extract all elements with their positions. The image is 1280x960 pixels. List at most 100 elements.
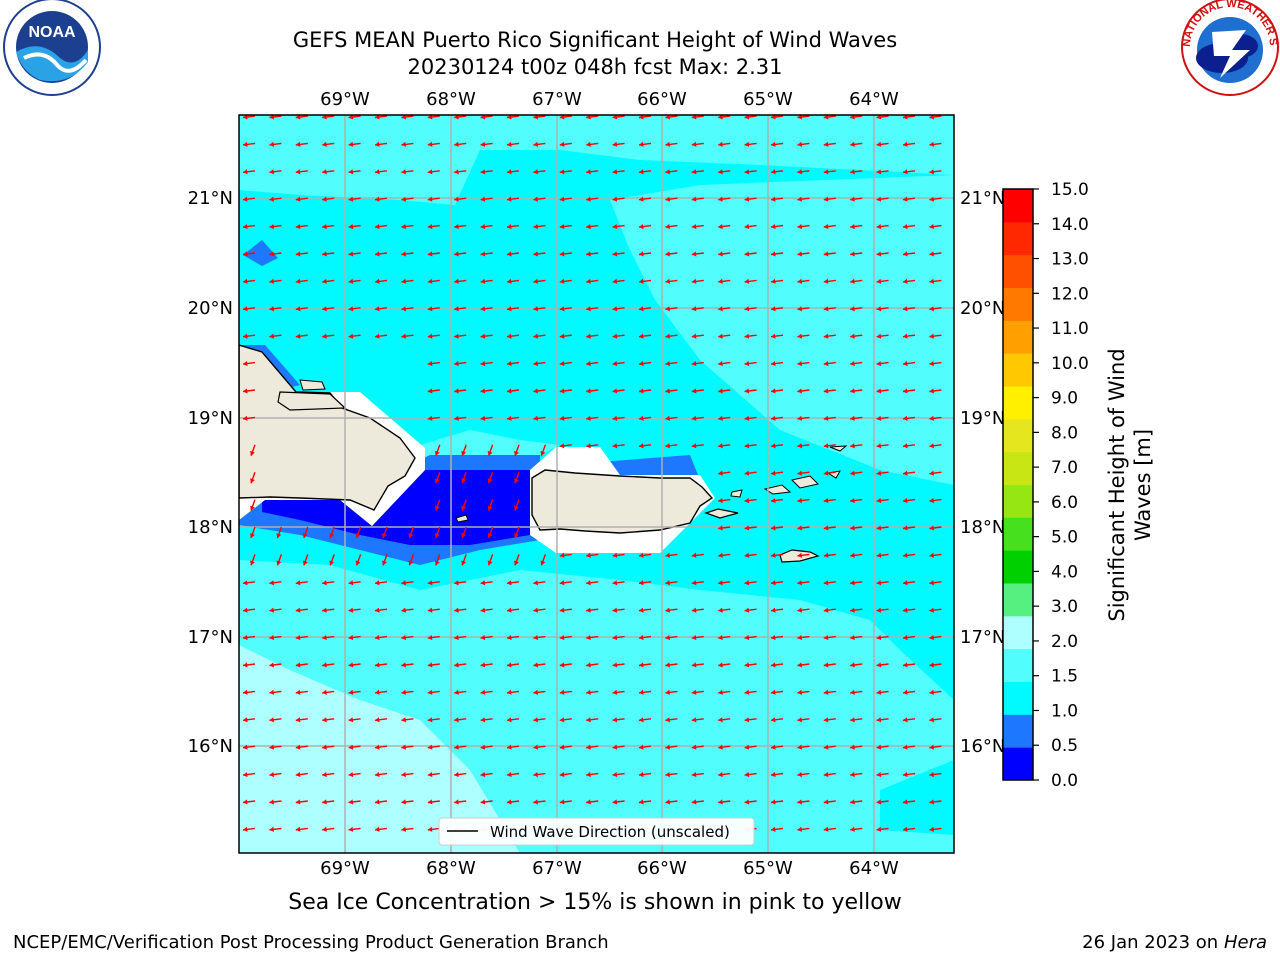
wave-arrowhead bbox=[586, 689, 591, 695]
wave-arrowhead bbox=[665, 361, 670, 367]
wave-arrowhead bbox=[823, 443, 829, 449]
wave-arrowhead bbox=[612, 169, 618, 175]
wave-arrowhead bbox=[850, 306, 855, 312]
wave-arrowhead bbox=[850, 607, 855, 613]
wave-arrowhead bbox=[375, 717, 380, 723]
wave-arrowhead bbox=[507, 141, 512, 147]
wave-arrowhead bbox=[797, 498, 802, 504]
chart-title: GEFS MEAN Puerto Rico Significant Height… bbox=[292, 28, 898, 52]
wave-arrowhead bbox=[639, 689, 644, 695]
wave-arrowhead bbox=[586, 388, 591, 394]
wave-arrowhead bbox=[929, 443, 934, 449]
wave-arrowhead bbox=[691, 115, 697, 120]
wave-arrowhead bbox=[348, 169, 354, 175]
wave-arrowhead bbox=[269, 799, 274, 805]
wave-arrowhead bbox=[612, 278, 618, 284]
wave-arrowhead bbox=[559, 169, 565, 175]
wave-arrowhead bbox=[269, 115, 274, 120]
wave-arrowhead bbox=[639, 799, 644, 805]
wave-arrowhead bbox=[876, 799, 882, 805]
wave-arrowhead bbox=[586, 717, 591, 723]
wave-arrowhead bbox=[876, 525, 882, 531]
wave-arrowhead bbox=[322, 772, 327, 778]
wave-arrowhead bbox=[876, 552, 882, 558]
wave-arrowhead bbox=[903, 361, 908, 367]
wave-arrowhead bbox=[612, 141, 618, 147]
wave-arrowhead bbox=[876, 333, 882, 339]
colorbar-tick-label: 9.0 bbox=[1051, 389, 1078, 409]
wave-arrowhead bbox=[434, 505, 440, 511]
wave-arrowhead bbox=[929, 415, 934, 421]
wave-arrowhead bbox=[876, 251, 882, 257]
wave-arrowhead bbox=[427, 580, 433, 586]
wave-arrowhead bbox=[744, 415, 750, 421]
colorbar-swatch bbox=[1003, 484, 1033, 518]
wave-arrowhead bbox=[559, 278, 565, 284]
colorbar-tick-label: 13.0 bbox=[1051, 250, 1089, 270]
wave-arrowhead bbox=[876, 141, 882, 147]
wave-arrowhead bbox=[269, 607, 274, 613]
wave-arrowhead bbox=[718, 552, 723, 558]
wave-arrowhead bbox=[691, 635, 697, 641]
wave-arrowhead bbox=[586, 115, 591, 120]
wave-arrowhead bbox=[295, 744, 301, 750]
wave-arrowhead bbox=[348, 196, 354, 202]
wave-arrowhead bbox=[295, 607, 301, 613]
wave-arrowhead bbox=[243, 388, 248, 394]
wave-arrowhead bbox=[771, 388, 776, 394]
wave-arrowhead bbox=[771, 443, 776, 449]
wave-arrowhead bbox=[295, 141, 301, 147]
wave-arrowhead bbox=[797, 224, 802, 230]
wave-arrowhead bbox=[903, 799, 908, 805]
wave-arrowhead bbox=[454, 333, 459, 339]
wave-arrowhead bbox=[243, 580, 248, 586]
wave-arrowhead bbox=[850, 278, 855, 284]
wave-arrowhead bbox=[691, 772, 697, 778]
wave-arrowhead bbox=[850, 415, 855, 421]
wave-arrowhead bbox=[322, 826, 327, 832]
wave-arrowhead bbox=[744, 607, 750, 613]
wave-arrowhead bbox=[586, 552, 591, 558]
wave-arrowhead bbox=[243, 361, 248, 367]
wave-arrowhead bbox=[480, 388, 486, 394]
wave-arrowhead bbox=[797, 470, 802, 476]
wave-arrowhead bbox=[639, 115, 644, 120]
wave-arrowhead bbox=[269, 141, 274, 147]
wave-arrowhead bbox=[427, 333, 433, 339]
wave-arrowhead bbox=[718, 169, 723, 175]
wave-arrowhead bbox=[586, 580, 591, 586]
wave-arrowhead bbox=[718, 141, 723, 147]
wave-arrowhead bbox=[691, 717, 697, 723]
wave-arrowhead bbox=[797, 744, 802, 750]
wave-arrowhead bbox=[876, 689, 882, 695]
wave-arrowhead bbox=[876, 635, 882, 641]
wave-arrowhead bbox=[771, 552, 776, 558]
lat-label-left: 17°N bbox=[188, 627, 233, 648]
wave-arrowhead bbox=[533, 224, 538, 230]
wave-arrowhead bbox=[375, 799, 380, 805]
wave-arrowhead bbox=[929, 224, 934, 230]
lat-label-right: 19°N bbox=[960, 408, 1005, 429]
colorbar-swatch bbox=[1003, 747, 1033, 781]
wave-arrowhead bbox=[718, 443, 723, 449]
wave-arrowhead bbox=[514, 478, 519, 484]
wave-arrowhead bbox=[243, 772, 248, 778]
wave-arrowhead bbox=[691, 607, 697, 613]
wave-arrowhead bbox=[461, 533, 467, 538]
wave-arrowhead bbox=[507, 662, 512, 668]
wave-arrowhead bbox=[322, 115, 327, 120]
wave-arrowhead bbox=[744, 525, 750, 531]
wave-arrowhead bbox=[322, 580, 327, 586]
wave-arrowhead bbox=[559, 662, 565, 668]
wave-arrowhead bbox=[744, 799, 750, 805]
wave-arrowhead bbox=[850, 443, 855, 449]
wave-arrowhead bbox=[612, 744, 618, 750]
wave-arrowhead bbox=[718, 525, 723, 531]
wave-arrowhead bbox=[586, 772, 591, 778]
wave-arrowhead bbox=[691, 169, 697, 175]
lat-label-left: 21°N bbox=[188, 188, 233, 209]
wave-arrowhead bbox=[797, 388, 802, 394]
wave-arrowhead bbox=[903, 443, 908, 449]
wave-arrowhead bbox=[639, 388, 644, 394]
wave-arrowhead bbox=[823, 689, 829, 695]
